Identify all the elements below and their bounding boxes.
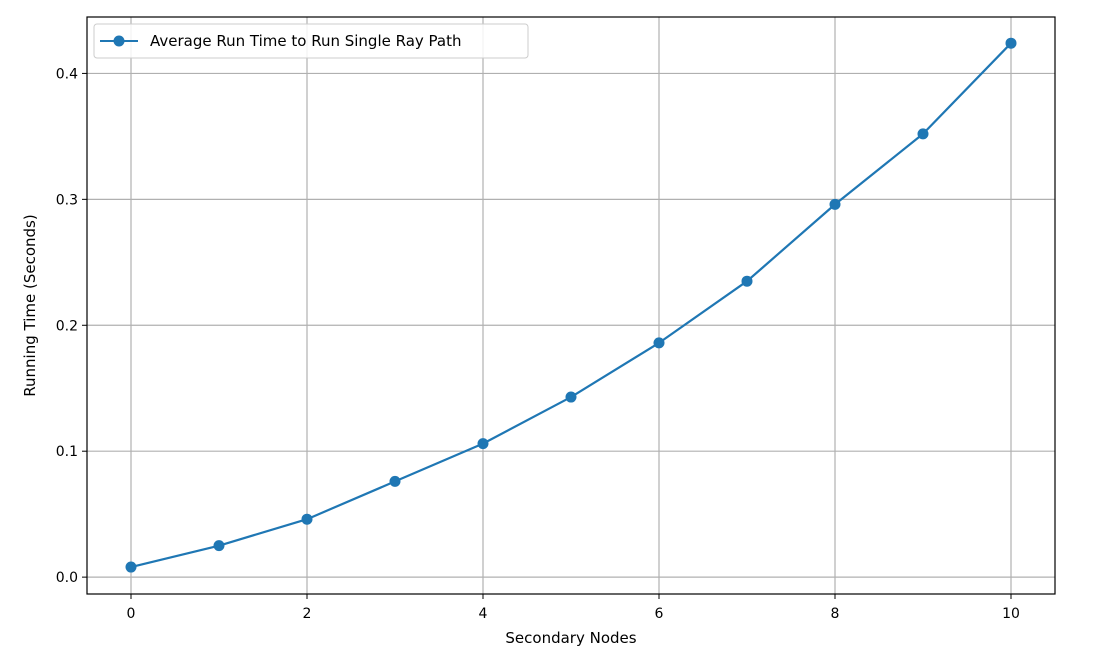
y-axis: 0.0 0.1 0.2 0.3 0.4 bbox=[56, 66, 87, 586]
x-tick-label: 10 bbox=[1002, 606, 1020, 622]
data-point bbox=[741, 275, 753, 287]
y-tick-label: 0.1 bbox=[56, 444, 78, 460]
data-point bbox=[389, 475, 401, 487]
legend-entry-label: Average Run Time to Run Single Ray Path bbox=[150, 32, 462, 50]
y-axis-label: Running Time (Seconds) bbox=[21, 214, 39, 396]
data-point bbox=[301, 513, 313, 525]
x-tick-label: 2 bbox=[303, 606, 312, 622]
legend-marker-swatch bbox=[113, 35, 125, 47]
x-axis-label: Secondary Nodes bbox=[505, 629, 636, 647]
x-tick-label: 4 bbox=[479, 606, 488, 622]
x-axis: 0 2 4 6 8 10 bbox=[127, 594, 1020, 622]
y-tick-label: 0.0 bbox=[56, 570, 78, 586]
y-tick-label: 0.2 bbox=[56, 318, 78, 334]
series-layer bbox=[125, 37, 1017, 573]
legend-box bbox=[93, 23, 529, 59]
data-point bbox=[917, 128, 929, 140]
x-tick-label: 0 bbox=[127, 606, 136, 622]
data-point bbox=[829, 198, 841, 210]
x-tick-label: 6 bbox=[655, 606, 664, 622]
grid-lines bbox=[87, 17, 1055, 594]
data-point bbox=[653, 337, 665, 349]
data-point bbox=[565, 391, 577, 403]
data-point bbox=[213, 540, 225, 552]
x-tick-label: 8 bbox=[831, 606, 840, 622]
plot-frame bbox=[86, 16, 1056, 595]
y-tick-label: 0.4 bbox=[56, 66, 78, 82]
data-point bbox=[125, 561, 137, 573]
data-point bbox=[1005, 37, 1017, 49]
data-point bbox=[477, 438, 489, 450]
legend: Average Run Time to Run Single Ray Path bbox=[93, 23, 529, 59]
y-tick-label: 0.3 bbox=[56, 192, 78, 208]
